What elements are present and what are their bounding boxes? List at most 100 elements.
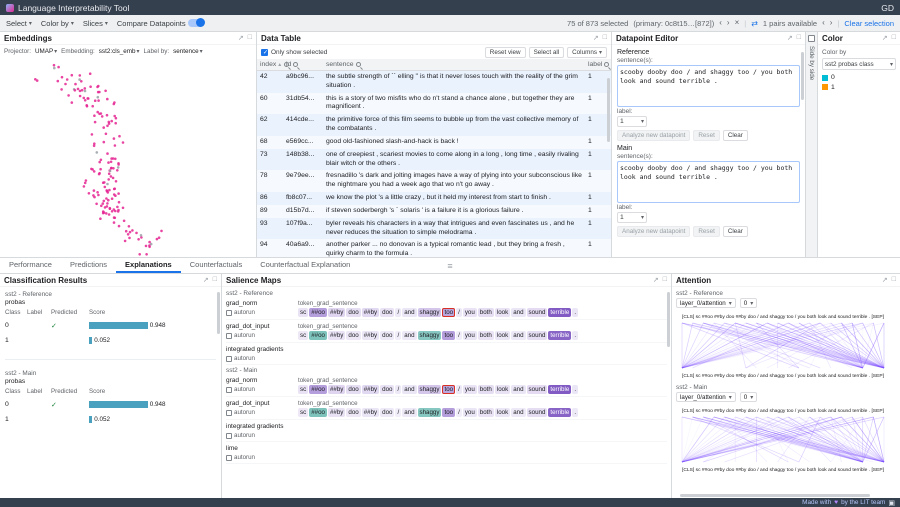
table-row[interactable]: 68e569cc...good old-fashioned slash-and-… (257, 136, 611, 149)
token-chip[interactable]: . (572, 308, 578, 317)
token-chip[interactable]: / (395, 308, 401, 317)
token-chip[interactable]: too (442, 408, 455, 417)
token-chip[interactable]: / (456, 408, 462, 417)
popout-icon[interactable]: ↗ (238, 34, 244, 42)
maximize-icon[interactable]: □ (892, 276, 896, 284)
table-row[interactable]: 789e79ee...fresnadillo 's dark and jolti… (257, 170, 611, 192)
token-chip[interactable]: ##oo (309, 331, 327, 340)
token-chip[interactable]: shaggy (418, 308, 442, 317)
token-chip[interactable]: sound (527, 408, 548, 417)
token-chip[interactable]: you (463, 385, 477, 394)
footer-icon[interactable]: ▣ (888, 499, 895, 507)
popout-icon[interactable]: ↗ (593, 34, 599, 42)
popout-icon[interactable]: ↗ (882, 34, 888, 42)
token-chip[interactable]: terrible (548, 385, 571, 394)
deselect-icon[interactable]: × (735, 19, 740, 27)
token-chip[interactable]: ##by (362, 331, 379, 340)
token-chip[interactable]: ##by (328, 385, 345, 394)
embed-control-select[interactable]: UMAP▾ (35, 48, 57, 55)
tab-explanations[interactable]: Explanations (116, 258, 181, 273)
data-table-scroll-area[interactable]: index▲idsentencelabel 42a9bc96...the sub… (257, 59, 611, 257)
reset-button[interactable]: Reset (693, 226, 719, 237)
embed-control-select[interactable]: sentence▾ (173, 48, 203, 55)
token-chip[interactable]: look (495, 331, 510, 340)
token-chip[interactable]: too (442, 331, 455, 340)
popout-icon[interactable]: ↗ (787, 34, 793, 42)
next-datapoint-icon[interactable]: › (727, 19, 730, 27)
column-header-index[interactable]: index▲ (257, 59, 283, 71)
token-chip[interactable]: / (456, 331, 462, 340)
column-header-sentence[interactable]: sentence (323, 59, 585, 71)
token-chip[interactable]: shaggy (418, 331, 442, 340)
token-chip[interactable]: you (463, 331, 477, 340)
next-pair-icon[interactable]: › (830, 19, 833, 27)
token-chip[interactable]: terrible (548, 331, 571, 340)
scrollbar[interactable] (217, 292, 220, 334)
maximize-icon[interactable]: □ (213, 276, 217, 284)
toolbar-menu-select[interactable]: Select▾ (6, 19, 32, 28)
side-by-side-checkbox[interactable] (808, 35, 815, 42)
token-chip[interactable]: ##by (362, 385, 379, 394)
maximize-icon[interactable]: □ (892, 34, 896, 42)
token-chip[interactable]: sound (527, 331, 548, 340)
autorun-checkbox[interactable]: autorun (226, 432, 298, 439)
popout-icon[interactable]: ↗ (203, 276, 209, 284)
token-chip[interactable]: and (402, 408, 416, 417)
prev-pair-icon[interactable]: ‹ (822, 19, 825, 27)
head-select[interactable]: 0▾ (740, 392, 757, 402)
token-chip[interactable]: ##by (328, 408, 345, 417)
token-chip[interactable]: / (395, 408, 401, 417)
table-row[interactable]: 86fb8c07...we know the plot 's a little … (257, 192, 611, 205)
only-show-selected-checkbox[interactable]: Only show selected (261, 49, 327, 56)
token-chip[interactable]: look (495, 408, 510, 417)
table-row[interactable]: 42a9bc96...the subtle strength of `` ell… (257, 71, 611, 93)
embed-control-select[interactable]: sst2:cls_emb▾ (99, 48, 140, 55)
reset-view-button[interactable]: Reset view (485, 47, 526, 58)
autorun-checkbox[interactable]: autorun (226, 409, 298, 416)
popout-icon[interactable]: ↗ (653, 276, 659, 284)
token-chip[interactable]: . (572, 331, 578, 340)
columns-button[interactable]: Columns▾ (567, 47, 607, 58)
maximize-icon[interactable]: □ (663, 276, 667, 284)
layer-select[interactable]: layer_0/attention▾ (676, 298, 736, 308)
reset-button[interactable]: Reset (693, 130, 719, 141)
token-chip[interactable]: ##oo (309, 408, 327, 417)
autorun-checkbox[interactable]: autorun (226, 454, 298, 461)
token-chip[interactable]: you (463, 308, 477, 317)
token-chip[interactable]: sound (527, 385, 548, 394)
token-chip[interactable]: / (395, 385, 401, 394)
token-chip[interactable]: sc (298, 331, 308, 340)
maximize-icon[interactable]: □ (797, 34, 801, 42)
token-chip[interactable]: doo (380, 385, 394, 394)
scrollbar[interactable] (667, 292, 670, 347)
table-row[interactable]: 62414cde...the primitive force of this f… (257, 114, 611, 136)
token-chip[interactable]: sc (298, 408, 308, 417)
toggle-switch[interactable] (188, 19, 204, 27)
token-chip[interactable]: . (572, 385, 578, 394)
column-header-label[interactable]: label (585, 59, 611, 71)
maximize-icon[interactable]: □ (248, 34, 252, 42)
analyze-datapoint-button[interactable]: Analyze new datapoint (617, 226, 690, 237)
token-chip[interactable]: ##by (328, 331, 345, 340)
drag-handle-icon[interactable]: ≡ (447, 258, 452, 274)
token-chip[interactable]: doo (346, 385, 360, 394)
token-chip[interactable]: doo (346, 308, 360, 317)
search-icon[interactable] (604, 62, 609, 67)
sentence-input[interactable]: scooby dooby doo / and shaggy too / you … (617, 65, 800, 107)
token-chip[interactable]: / (456, 385, 462, 394)
token-chip[interactable]: and (511, 308, 525, 317)
label-select[interactable]: 1▾ (617, 212, 647, 223)
titlebar-account[interactable]: GD (881, 3, 894, 13)
token-chip[interactable]: both (478, 308, 494, 317)
autorun-checkbox[interactable]: autorun (226, 309, 298, 316)
head-select[interactable]: 0▾ (740, 298, 757, 308)
token-chip[interactable]: look (495, 385, 510, 394)
token-chip[interactable]: shaggy (418, 408, 442, 417)
layer-select[interactable]: layer_0/attention▾ (676, 392, 736, 402)
token-chip[interactable]: and (511, 331, 525, 340)
token-chip[interactable]: too (442, 308, 455, 317)
clear-selection-link[interactable]: Clear selection (844, 19, 894, 28)
token-chip[interactable]: / (456, 308, 462, 317)
sentence-input[interactable]: scooby dooby doo / and shaggy too / you … (617, 161, 800, 203)
token-chip[interactable]: doo (346, 408, 360, 417)
